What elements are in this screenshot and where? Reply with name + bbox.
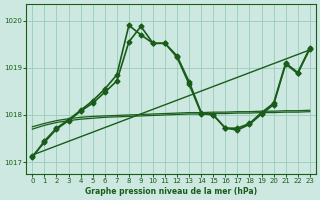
X-axis label: Graphe pression niveau de la mer (hPa): Graphe pression niveau de la mer (hPa) [85,187,257,196]
